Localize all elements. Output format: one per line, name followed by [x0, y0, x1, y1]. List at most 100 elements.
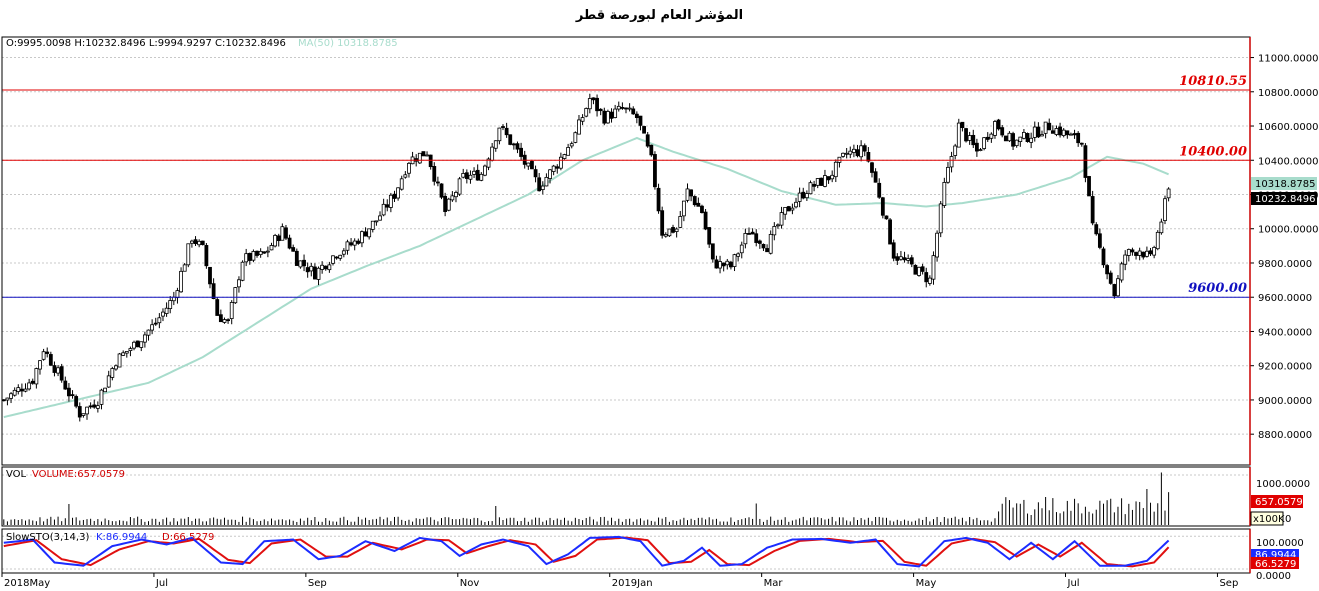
candle-body [421, 151, 426, 157]
time-tick-label: Sep [308, 578, 327, 589]
candle-body [555, 166, 560, 169]
candle-body [815, 178, 820, 186]
candle-body [1087, 176, 1091, 197]
candle-body [584, 108, 589, 117]
candle-body [164, 307, 169, 314]
candle-body [251, 251, 256, 261]
price-tick-label: 9800.0000 [1258, 259, 1312, 270]
candle-body [265, 250, 270, 253]
stochastic-k-readout: K:86.9944 [96, 532, 147, 543]
candle-body [519, 147, 523, 157]
candle-body [1036, 126, 1041, 138]
price-tick-label: 8800.0000 [1258, 430, 1312, 441]
candle-body [1105, 265, 1110, 275]
candle-body [1022, 131, 1026, 139]
candle-body [1003, 135, 1008, 142]
ma-value-badge [1251, 177, 1317, 190]
candle-body [1148, 250, 1153, 255]
stochastic-d-badge [1251, 557, 1299, 569]
candle-body [193, 239, 198, 245]
candle-body [989, 133, 994, 139]
candle-body [1040, 134, 1044, 137]
candle-body [1116, 278, 1120, 297]
candle-body [135, 340, 140, 348]
candle-body [396, 187, 401, 199]
candle-body [378, 215, 382, 221]
candle-body [59, 366, 64, 381]
candle-body [747, 233, 751, 235]
moving-average-line [3, 136, 1169, 419]
candle-body [685, 188, 690, 201]
candle-body [681, 200, 686, 217]
candle-body [45, 351, 50, 354]
candle-body [1108, 272, 1113, 284]
ohlc-readout: O:9995.0098 H:10232.8496 L:9994.9297 C:1… [6, 38, 286, 49]
candle-body [237, 279, 241, 288]
candle-body [851, 148, 856, 153]
time-tick-label: May [916, 578, 937, 589]
candle-body [74, 396, 79, 407]
candle-body [1076, 132, 1081, 144]
candle-body [128, 348, 133, 351]
candle-body [103, 387, 107, 393]
candle-body [776, 224, 780, 227]
stochastic-layer [2, 535, 1250, 570]
candle-body [23, 388, 28, 392]
candle-body [1043, 121, 1048, 134]
level-label: 10810.55 [1179, 74, 1247, 89]
candle-body [171, 296, 176, 302]
candle-body [190, 240, 194, 244]
candle-body [866, 151, 871, 162]
candle-body [537, 177, 542, 192]
candle-body [280, 226, 285, 241]
candle-body [331, 255, 335, 264]
candle-body [273, 234, 278, 247]
candle-body [218, 314, 223, 323]
candle-body [486, 158, 491, 168]
candle-body [175, 290, 180, 299]
candle-body [12, 389, 17, 396]
candle-body [1079, 142, 1084, 145]
candle-body [403, 174, 408, 178]
candle-body [873, 171, 878, 183]
price-tick-label: 9200.0000 [1258, 362, 1312, 373]
candle-body [891, 242, 896, 259]
candle-body [425, 154, 429, 157]
candle-body [157, 317, 162, 324]
candle-body [558, 156, 563, 169]
candle-body [710, 243, 715, 260]
candle-body [736, 253, 741, 257]
time-tick-label: 2019Jan [612, 578, 653, 589]
candle-body [587, 98, 592, 110]
candle-body [823, 175, 827, 187]
price-tick-label: 11000.0000 [1258, 54, 1318, 65]
candle-body [153, 322, 158, 325]
candle-body [305, 267, 310, 273]
stochastic-k-label: 86.9944 [1255, 550, 1296, 561]
candle-body [627, 107, 632, 110]
candle-body [953, 145, 958, 156]
candle-body [1141, 251, 1146, 258]
candle-body [150, 324, 155, 331]
candle-body [323, 265, 328, 270]
candle-body [161, 311, 165, 317]
candle-body [1101, 248, 1106, 266]
candle-body [1072, 133, 1077, 136]
candle-body [85, 406, 89, 415]
candle-body [913, 264, 918, 275]
time-tick-label: Sep [1219, 578, 1238, 589]
candle-body [902, 257, 907, 261]
candle-body [794, 201, 798, 208]
candle-body [1145, 250, 1149, 257]
candle-body [660, 210, 665, 236]
candle-body [504, 127, 509, 136]
candle-body [338, 254, 343, 259]
candle-body [490, 146, 495, 161]
candle-body [801, 191, 806, 199]
time-axis-ticks: 2018May Jul Sep Nov 2019Jan Mar May Jul Sep [1, 573, 1238, 589]
candle-body [985, 136, 990, 140]
candle-body [620, 107, 625, 109]
candle-body [1097, 233, 1102, 248]
candle-body [906, 258, 911, 261]
candle-body [931, 255, 936, 280]
